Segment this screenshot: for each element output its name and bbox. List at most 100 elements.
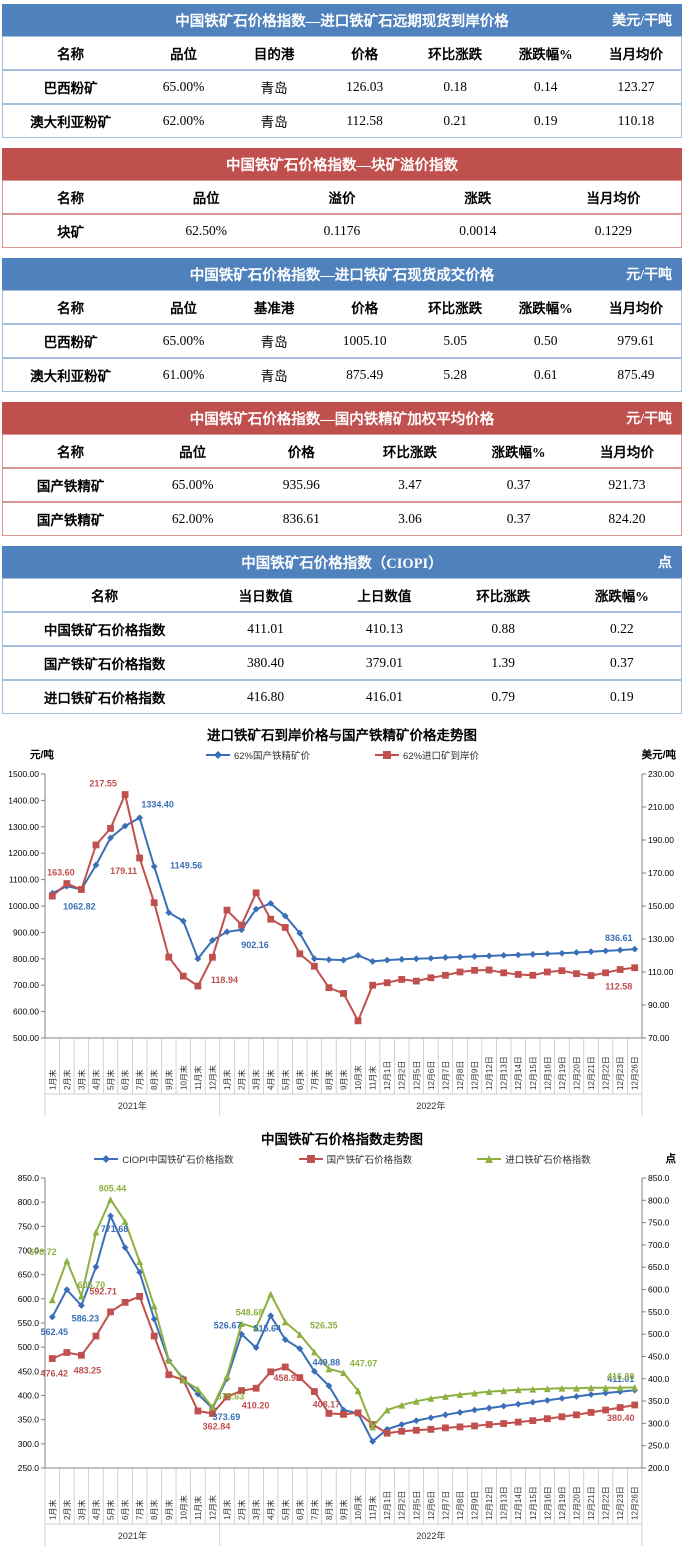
svg-text:12月12日: 12月12日: [485, 1056, 494, 1090]
table-title: 中国铁矿石价格指数—进口铁矿石现货成交价格: [189, 267, 495, 284]
svg-text:1200.00: 1200.00: [8, 848, 39, 858]
svg-text:9月末: 9月末: [164, 1070, 174, 1090]
row-name-cell: 巴西粉矿: [43, 335, 98, 350]
column-header: 溢价: [328, 191, 356, 206]
value-cell: 126.03: [346, 79, 384, 94]
triangle-legend-marker: [477, 1155, 502, 1163]
value-cell: 62.00%: [171, 511, 214, 526]
table-row: 巴西粉矿 65.00% 青岛 1005.10 5.05 0.50 979.61: [2, 324, 682, 358]
table-row: 澳大利亚粉矿 61.00% 青岛 875.49 5.28 0.61 875.49: [2, 358, 682, 392]
svg-text:450.0: 450.0: [18, 1366, 40, 1376]
svg-text:12月26日: 12月26日: [631, 1486, 640, 1520]
svg-text:526.67: 526.67: [214, 1320, 242, 1330]
svg-text:1334.40: 1334.40: [141, 800, 174, 810]
column-header: 目的港: [253, 47, 295, 62]
svg-text:8月末: 8月末: [149, 1500, 159, 1520]
column-header: 当日数值: [238, 589, 293, 604]
svg-text:380.40: 380.40: [607, 1413, 635, 1423]
column-header: 涨跌: [464, 191, 492, 206]
column-header: 涨跌幅%: [491, 445, 546, 460]
legend-item: 62%进口矿到岸价: [374, 748, 479, 762]
svg-text:7月末: 7月末: [135, 1070, 145, 1090]
svg-text:500.00: 500.00: [13, 1033, 39, 1043]
svg-text:800.0: 800.0: [648, 1195, 670, 1205]
value-cell: 875.49: [617, 367, 655, 382]
svg-text:90.00: 90.00: [648, 1000, 670, 1010]
svg-text:600.00: 600.00: [13, 1007, 39, 1017]
svg-text:1月末: 1月末: [222, 1500, 232, 1520]
table-title-bar: 中国铁矿石价格指数—国内铁精矿加权平均价格 元/干吨: [2, 402, 682, 434]
row-name-cell: 进口铁矿石价格指数: [43, 691, 166, 706]
svg-text:8月末: 8月末: [324, 1070, 334, 1090]
svg-text:1000.00: 1000.00: [8, 901, 39, 911]
svg-text:1400.00: 1400.00: [8, 795, 39, 805]
value-cell: 824.20: [608, 511, 646, 526]
svg-text:12月19日: 12月19日: [558, 1486, 567, 1520]
value-cell: 3.47: [398, 477, 422, 492]
svg-text:12月1日: 12月1日: [383, 1061, 392, 1090]
svg-text:902.16: 902.16: [241, 940, 269, 950]
row-name-cell: 澳大利亚粉矿: [30, 369, 112, 384]
svg-text:650.0: 650.0: [648, 1262, 670, 1272]
svg-text:7月末: 7月末: [135, 1500, 145, 1520]
svg-text:800.0: 800.0: [18, 1197, 40, 1207]
column-header: 品位: [170, 301, 198, 316]
svg-text:12月26日: 12月26日: [631, 1056, 640, 1090]
svg-text:12月14日: 12月14日: [514, 1056, 523, 1090]
svg-text:4月末: 4月末: [266, 1500, 276, 1520]
svg-text:300.0: 300.0: [648, 1418, 670, 1428]
svg-text:6月末: 6月末: [295, 1500, 305, 1520]
header-row: 名称 品位 溢价 涨跌 当月均价: [3, 181, 682, 215]
table-unit-label: 元/干吨: [626, 412, 672, 427]
row-name-cell: 中国铁矿石价格指数: [43, 623, 166, 638]
column-header: 名称: [91, 589, 119, 604]
value-cell: 0.18: [443, 79, 467, 94]
table-title: 中国铁矿石价格指数—国内铁精矿加权平均价格: [189, 411, 495, 428]
value-cell: 青岛: [260, 115, 288, 130]
value-cell: 0.61: [533, 367, 558, 382]
row-name-cell: 澳大利亚粉矿: [30, 115, 112, 130]
svg-text:750.0: 750.0: [648, 1218, 670, 1228]
svg-text:12月6日: 12月6日: [427, 1061, 436, 1090]
column-header: 上日数值: [357, 589, 412, 604]
svg-text:130.00: 130.00: [648, 934, 674, 944]
value-cell: 5.05: [443, 333, 467, 348]
value-cell: 62.00%: [162, 113, 205, 128]
svg-text:8月末: 8月末: [324, 1500, 334, 1520]
svg-text:250.0: 250.0: [648, 1441, 670, 1451]
svg-text:4月末: 4月末: [266, 1070, 276, 1090]
column-header: 环比涨跌: [476, 589, 531, 604]
table-unit-label: 美元/干吨: [612, 14, 672, 29]
svg-text:12月末: 12月末: [207, 1065, 217, 1090]
column-header: 涨跌幅%: [594, 589, 649, 604]
column-header: 当月均价: [608, 47, 663, 62]
ciopi-index-trend-chart: 中国铁矿石价格指数走势图 CIOPI中国铁矿石价格指数 国产铁矿石价格指数 进口铁矿…: [0, 1128, 684, 1550]
svg-text:350.0: 350.0: [18, 1415, 40, 1425]
svg-text:12月15日: 12月15日: [529, 1056, 538, 1090]
legend-label: 62%国产铁精矿价: [233, 751, 310, 762]
column-header: 当月均价: [586, 191, 641, 206]
svg-text:1062.82: 1062.82: [63, 901, 96, 911]
value-cell: 青岛: [260, 81, 288, 96]
svg-text:12月2日: 12月2日: [398, 1061, 407, 1090]
legend-item: 62%国产铁精矿价: [205, 748, 310, 762]
series-square: [48, 1293, 639, 1437]
column-header: 名称: [57, 301, 85, 316]
legend-item: 国产铁矿石价格指数: [298, 1152, 412, 1166]
svg-text:550.0: 550.0: [648, 1307, 670, 1317]
svg-text:118.94: 118.94: [211, 975, 238, 985]
svg-text:12月8日: 12月8日: [456, 1491, 465, 1520]
column-header: 当月均价: [608, 301, 663, 316]
value-cell: 0.88: [491, 621, 516, 636]
table-title-bar: 中国铁矿石价格指数—块矿溢价指数: [2, 148, 682, 180]
import-vs-domestic-price-chart: 进口铁矿石到岸价格与国产铁精矿价格走势图 元/吨 62%国产铁精矿价 62%进口矿…: [0, 724, 684, 1120]
svg-text:1月末: 1月末: [47, 1500, 57, 1520]
column-header: 价格: [351, 301, 379, 316]
svg-text:10月末: 10月末: [353, 1495, 363, 1520]
category-axis: 1月末 2月末 3月末 4月末 5月末 6月末 7月末 8月末 9月末 10月末 11月末 12月末 1…: [44, 1038, 643, 1095]
legend-label: CIOPI中国铁矿石价格指数: [122, 1155, 234, 1166]
axes: 250.0 300.0 350.0 400.0 450.0 500.0 550.0 600.0…: [18, 1173, 670, 1473]
value-cell: 979.61: [617, 333, 655, 348]
svg-text:179.11: 179.11: [110, 866, 137, 876]
